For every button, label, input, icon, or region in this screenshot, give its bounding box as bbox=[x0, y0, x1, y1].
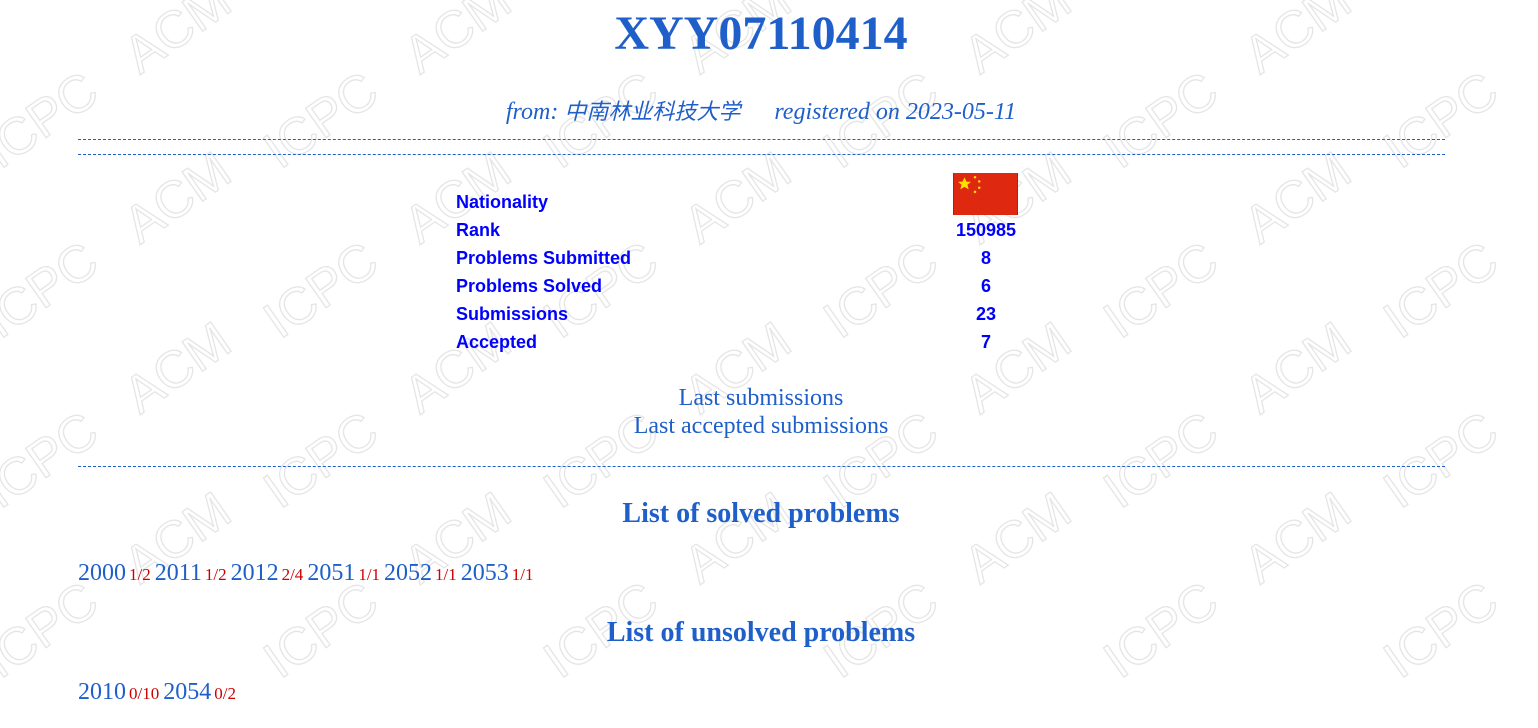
problem-link-2054[interactable]: 2054 bbox=[163, 679, 212, 705]
divider bbox=[78, 139, 1445, 140]
user-handle-title: XYY07110414 bbox=[614, 7, 908, 60]
unsolved-problems-heading: List of unsolved problems bbox=[606, 617, 916, 648]
stat-row-problems-solved: Problems Solved 6 bbox=[456, 272, 1056, 300]
problem-ratio: 0/10 bbox=[129, 684, 160, 703]
stat-label: Submissions bbox=[456, 304, 569, 324]
problem-link-2052[interactable]: 2052 bbox=[384, 560, 433, 586]
problem-ratio: 1/2 bbox=[204, 565, 227, 584]
problem-link-2012[interactable]: 2012 bbox=[230, 560, 279, 586]
divider bbox=[78, 154, 1445, 155]
from-label: from: bbox=[505, 99, 559, 125]
institution-name: 中南林业科技大学 bbox=[564, 100, 741, 125]
stat-value: 8 bbox=[980, 248, 991, 268]
stat-value: 150985 bbox=[955, 220, 1017, 240]
solved-problems-list: 2000 1/2 2011 1/2 2012 2/4 2051 1/1 2052 1/1 2053 1… bbox=[78, 558, 538, 590]
problem-ratio: 2/4 bbox=[281, 565, 304, 584]
unsolved-problems-list: 2010 0/10 2054 0/2 bbox=[78, 677, 240, 709]
problem-link-2010[interactable]: 2010 bbox=[78, 679, 126, 705]
stat-label: Rank bbox=[456, 220, 501, 240]
stat-row-problems-submitted: Problems Submitted 8 bbox=[456, 244, 1056, 272]
user-origin-line: from: 中南林业科技大学 registered on 2023-05-11 bbox=[0, 96, 1522, 129]
stat-row-submissions: Submissions 23 bbox=[456, 300, 1056, 328]
submission-links: Last submissions Last accepted submissio… bbox=[0, 384, 1522, 440]
stat-value: 7 bbox=[980, 332, 991, 352]
stat-row-nationality: Nationality bbox=[456, 172, 1056, 216]
china-flag-icon bbox=[953, 173, 1018, 215]
problem-link-2000[interactable]: 2000 bbox=[78, 560, 126, 586]
stat-label: Problems Solved bbox=[456, 276, 603, 296]
problem-ratio: 1/2 bbox=[129, 565, 151, 584]
problem-ratio: 1/1 bbox=[435, 565, 457, 584]
stat-label: Problems Submitted bbox=[456, 248, 632, 268]
user-stats-table: Nationality Rank 150985 Problems Submitt… bbox=[456, 172, 1056, 356]
stat-value: 23 bbox=[975, 304, 997, 324]
problem-ratio: 0/2 bbox=[214, 684, 236, 703]
stat-label: Accepted bbox=[456, 332, 538, 352]
solved-problems-heading: List of solved problems bbox=[622, 498, 900, 529]
problem-link-2053[interactable]: 2053 bbox=[460, 560, 509, 586]
problem-link-2051[interactable]: 2051 bbox=[307, 560, 356, 586]
problem-ratio: 1/1 bbox=[511, 565, 534, 584]
last-submissions-link[interactable]: Last submissions bbox=[678, 385, 844, 411]
problem-ratio: 1/1 bbox=[358, 565, 381, 584]
stat-label: Nationality bbox=[456, 192, 549, 212]
divider bbox=[78, 466, 1445, 467]
registered-date: 2023-05-11 bbox=[905, 99, 1017, 125]
problem-link-2011[interactable]: 2011 bbox=[154, 560, 202, 586]
last-accepted-submissions-link[interactable]: Last accepted submissions bbox=[633, 413, 889, 439]
stat-row-accepted: Accepted 7 bbox=[456, 328, 1056, 356]
stat-value: 6 bbox=[980, 276, 991, 296]
stat-row-rank: Rank 150985 bbox=[456, 216, 1056, 244]
registered-label: registered on bbox=[774, 99, 900, 125]
